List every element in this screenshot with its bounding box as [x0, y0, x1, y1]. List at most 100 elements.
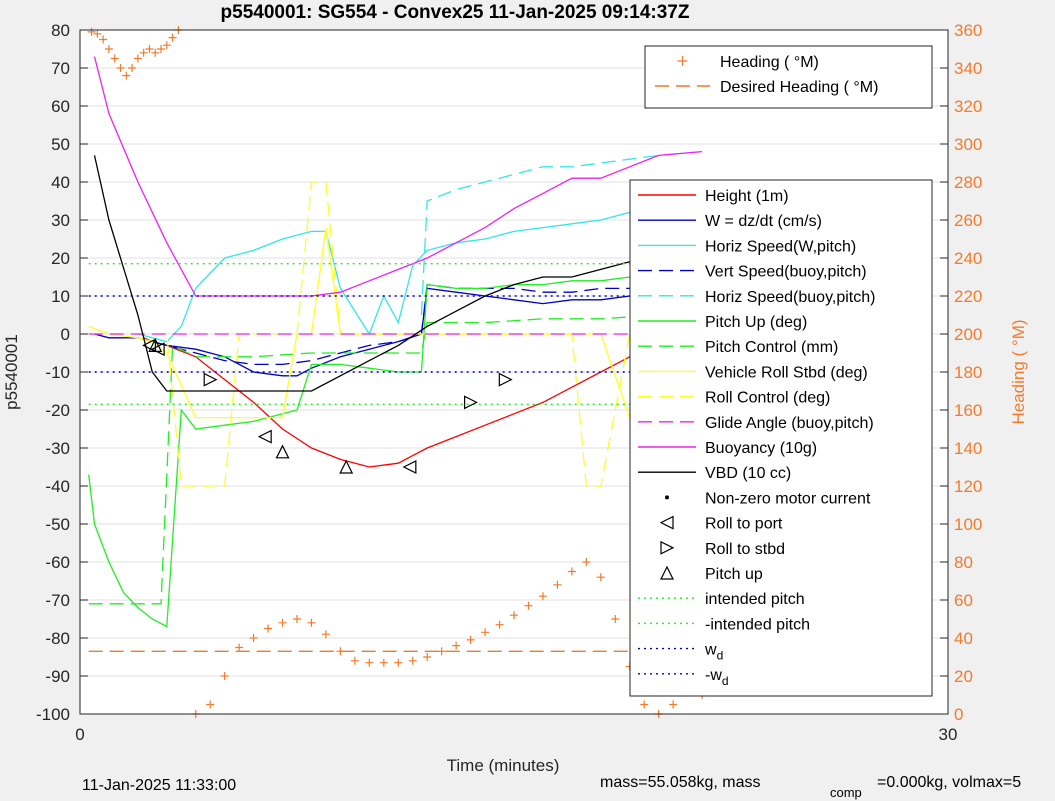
heading-point	[87, 27, 96, 36]
y-tick-label: 20	[51, 249, 70, 268]
y2-axis-label: Heading ( °M)	[1009, 319, 1028, 424]
heading-point	[567, 567, 576, 576]
legend-label: Horiz Speed(W,pitch)	[705, 238, 856, 255]
y2-tick-label: 20	[954, 667, 973, 686]
legend-label: Pitch up	[705, 566, 763, 583]
heading-point	[350, 656, 359, 665]
heading-point	[466, 635, 475, 644]
y-tick-label: -70	[45, 591, 70, 610]
y-tick-label: -10	[45, 363, 70, 382]
series-pitch-up-deg	[88, 276, 703, 628]
legend-swatch	[659, 515, 674, 530]
heading-point	[128, 64, 137, 72]
legend-heading: Heading ( °M) Desired Heading ( °M)	[644, 45, 933, 109]
y-tick-label: 50	[51, 135, 70, 154]
legend-label: Height (1m)	[705, 188, 789, 205]
y-tick-label: -80	[45, 629, 70, 648]
heading-point	[104, 45, 113, 53]
heading-point	[307, 618, 316, 627]
footer-mass-rest: =0.000kg, volmax=5	[877, 774, 1021, 791]
footer-timestamp: 11-Jan-2025 11:33:00	[82, 777, 236, 794]
legend-label: Glide Angle (buoy,pitch)	[705, 415, 874, 432]
heading-point	[133, 54, 142, 63]
roll-to-port-marker	[402, 460, 417, 474]
y-axis-label: p5540001	[2, 334, 21, 410]
legend-label: Roll to port	[705, 516, 783, 533]
y2-tick-label: 300	[954, 135, 982, 154]
heading-point	[553, 580, 562, 589]
heading-point	[151, 48, 160, 57]
series-height-1m	[143, 333, 703, 468]
series-pitch-control-mm	[88, 314, 703, 605]
y-tick-label: -60	[45, 553, 70, 572]
legend-label: Buoyancy (10g)	[705, 440, 817, 457]
legend-label: Pitch Control (mm)	[705, 339, 838, 356]
heading-point	[582, 558, 591, 566]
legend-label: Desired Heading ( °M)	[720, 79, 878, 96]
heading-point	[264, 624, 273, 633]
heading-point	[116, 64, 125, 72]
legend-label: W = dz/dt (cm/s)	[705, 213, 822, 230]
y2-tick-label: 260	[954, 211, 982, 230]
y2-tick-label: 280	[954, 173, 982, 192]
heading-point	[538, 592, 547, 601]
y2-tick-label: 60	[954, 591, 973, 610]
x-tick-label: 30	[939, 725, 958, 744]
heading-point	[162, 41, 171, 50]
legend-label: Vert Speed(buoy,pitch)	[705, 264, 867, 281]
heading-point	[220, 672, 229, 680]
y2-tick-label: 360	[954, 21, 982, 40]
legend-label: Vehicle Roll Stbd (deg)	[705, 364, 868, 381]
heading-point	[93, 29, 102, 38]
legend-swatch	[677, 56, 688, 66]
roll-to-stbd-marker	[203, 372, 218, 387]
heading-point	[99, 35, 108, 44]
roll-to-port-marker	[257, 429, 272, 444]
y-tick-label: -50	[45, 515, 70, 534]
y2-tick-label: 160	[954, 401, 982, 420]
heading-point	[495, 620, 504, 629]
y-tick-label: 10	[51, 287, 70, 306]
heading-point	[524, 601, 533, 610]
heading-point	[321, 630, 330, 639]
footer-comp-sub: comp	[830, 785, 862, 800]
legend-label-sub: d	[717, 649, 724, 663]
heading-point	[139, 48, 148, 57]
heading-point	[640, 700, 649, 709]
ticks: 80706050403020100-10-20-30-40-50-60-70-8…	[36, 21, 982, 744]
y2-tick-label: 220	[954, 287, 982, 306]
y-tick-label: -20	[45, 401, 70, 420]
heading-point	[408, 656, 417, 665]
legend-swatch	[660, 565, 674, 580]
y2-tick-label: 180	[954, 363, 982, 382]
heading-point	[110, 54, 119, 63]
series-horiz-speed-buoy-pitch	[420, 150, 703, 316]
heading-point	[122, 71, 131, 80]
heading-point	[206, 700, 215, 709]
roll-to-port-marker	[142, 338, 157, 353]
y2-tick-label: 80	[954, 553, 973, 572]
heading-point	[510, 611, 518, 620]
heading-point	[437, 647, 446, 656]
y-tick-label: 70	[51, 59, 70, 78]
pitch-up-marker	[275, 444, 290, 459]
legend-label: Roll Control (deg)	[705, 390, 830, 407]
heading-point	[394, 658, 403, 667]
y-tick-label: 80	[51, 21, 70, 40]
pitch-up-marker	[339, 459, 354, 474]
y-tick-label: 30	[51, 211, 70, 230]
legend-box	[629, 179, 933, 697]
legend-label: VBD (10 cc)	[705, 465, 791, 482]
pitch-up-marker	[148, 338, 163, 352]
x-axis-label: Time (minutes)	[447, 756, 560, 775]
series-vbd-10-cc	[93, 155, 703, 392]
heading-point	[669, 700, 678, 709]
footer-mass-text: mass=55.058kg, mass	[600, 774, 761, 791]
y-tick-label: -100	[36, 705, 70, 724]
roll-to-stbd-marker	[464, 395, 478, 410]
legend-label: -intended pitch	[705, 616, 810, 633]
y2-tick-label: 120	[954, 477, 982, 496]
legend-label: Horiz Speed(buoy,pitch)	[705, 289, 875, 306]
legend-label-sub: d	[722, 674, 729, 688]
